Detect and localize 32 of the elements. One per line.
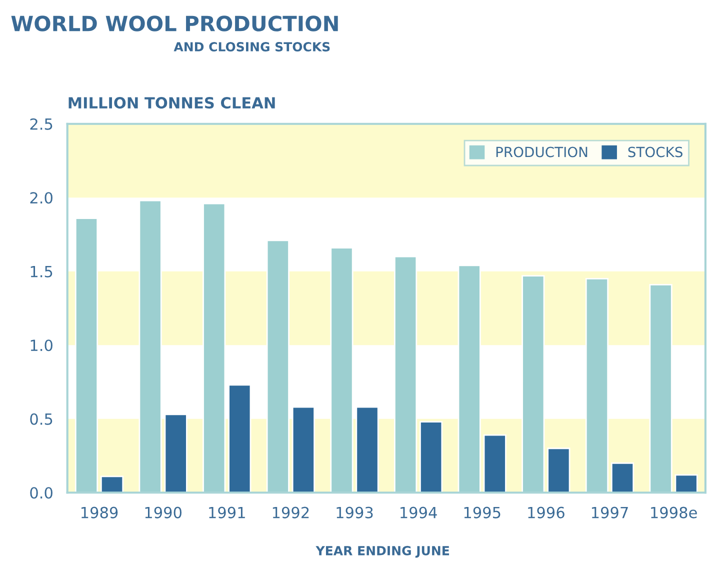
x-tick-label: 1998e xyxy=(651,506,697,518)
bar xyxy=(610,462,634,493)
bar xyxy=(100,476,124,493)
y-tick-label: 1.0 xyxy=(30,340,52,352)
bar xyxy=(356,406,379,493)
x-axis-title: YEAR ENDING JUNE xyxy=(316,546,450,558)
x-tick-label: 1991 xyxy=(209,506,245,518)
x-tick-label: 1993 xyxy=(336,506,373,518)
x-tick-label: 1995 xyxy=(464,506,500,518)
x-tick-label: 1989 xyxy=(81,506,118,518)
y-tick-label: 2.0 xyxy=(30,192,52,204)
y-axis-title: MILLION TONNES CLEAN xyxy=(68,97,275,109)
bar xyxy=(292,406,315,493)
legend-label: STOCKS xyxy=(628,146,682,158)
bar xyxy=(420,421,443,493)
chart-subtitle: AND CLOSING STOCKS xyxy=(174,42,330,52)
y-tick-label: 0.0 xyxy=(30,487,52,499)
bar xyxy=(483,434,506,493)
x-tick-label: 1997 xyxy=(592,506,628,518)
x-tick-label: 1992 xyxy=(272,506,309,518)
y-tick-label: 2.5 xyxy=(30,118,52,130)
x-tick-label: 1990 xyxy=(145,506,182,518)
bar xyxy=(228,384,252,493)
y-tick-label: 1.5 xyxy=(30,266,52,278)
bar xyxy=(164,414,188,493)
legend-label: PRODUCTION xyxy=(496,146,588,158)
x-tick-label: 1994 xyxy=(400,506,437,518)
chart-title: WORLD WOOL PRODUCTION xyxy=(11,16,338,32)
bar xyxy=(674,474,698,493)
bar xyxy=(547,448,570,493)
y-tick-label: 0.5 xyxy=(30,413,52,425)
x-tick-label: 1996 xyxy=(528,506,564,518)
